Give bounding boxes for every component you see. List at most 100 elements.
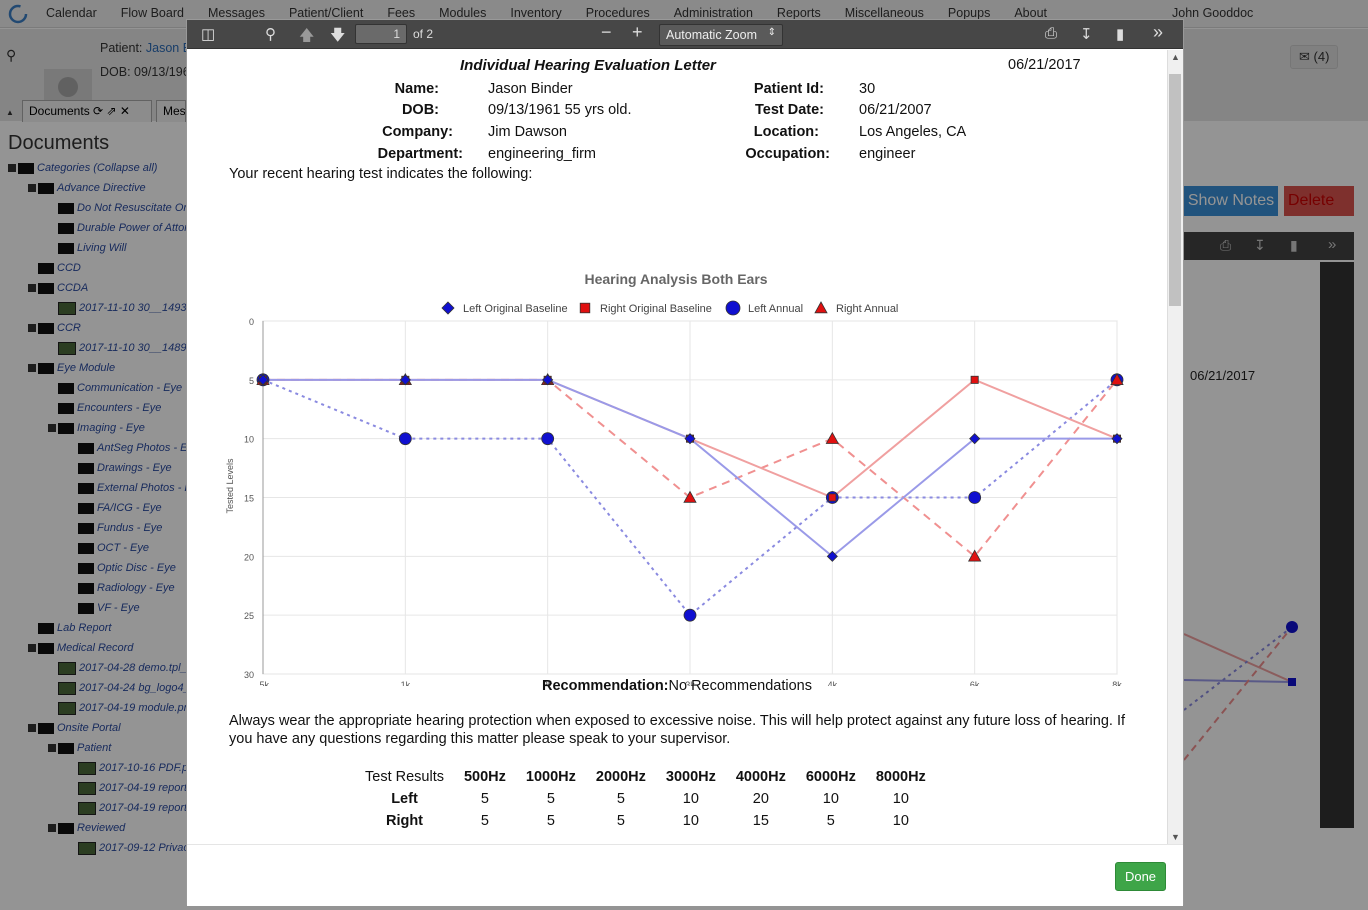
- y-axis-label: Tested Levels: [225, 458, 235, 514]
- tree-item[interactable]: Drawings - Eye: [8, 458, 186, 478]
- tree-item[interactable]: Fundus - Eye: [8, 518, 186, 538]
- tree-item[interactable]: AntSeg Photos - Eye: [8, 438, 186, 458]
- image-file-icon: [78, 761, 96, 775]
- tree-item[interactable]: 2017-11-10 30__14894: [8, 338, 186, 358]
- tree-item[interactable]: Categories (Collapse all): [8, 158, 186, 178]
- zoom-select[interactable]: Automatic Zoom ⇕: [659, 24, 783, 46]
- tree-item[interactable]: OCT - Eye: [8, 538, 186, 558]
- page-number-input[interactable]: 1: [355, 24, 407, 44]
- tree-item[interactable]: Durable Power of Attorne: [8, 218, 186, 238]
- zoom-out-icon[interactable]: −: [601, 22, 612, 42]
- print-icon-bg: ⎙: [1220, 237, 1232, 253]
- tree-item[interactable]: Radiology - Eye: [8, 578, 186, 598]
- print-icon[interactable]: ⎙: [1045, 25, 1058, 42]
- results-header-cell: 8000Hz: [875, 769, 926, 785]
- legend-label: Left Original Baseline: [463, 303, 568, 315]
- nav-item[interactable]: About: [1014, 6, 1047, 20]
- tree-item[interactable]: 2017-11-10 30__14931: [8, 298, 186, 318]
- close-tab-icon[interactable]: ✕: [119, 104, 130, 118]
- tree-item[interactable]: FA/ICG - Eye: [8, 498, 186, 518]
- expand-icon[interactable]: [28, 644, 36, 652]
- expand-icon[interactable]: [28, 184, 36, 192]
- tree-item[interactable]: Reviewed: [8, 818, 186, 838]
- tree-item[interactable]: Optic Disc - Eye: [8, 558, 186, 578]
- popout-icon[interactable]: ⇗: [106, 104, 117, 118]
- tree-item[interactable]: Do Not Resuscitate Orde: [8, 198, 186, 218]
- nav-item[interactable]: Fees: [387, 6, 416, 20]
- tree-item[interactable]: Imaging - Eye: [8, 418, 186, 438]
- scrollbar-thumb[interactable]: [1169, 74, 1181, 306]
- expand-icon[interactable]: [28, 324, 36, 332]
- expand-icon[interactable]: [28, 284, 36, 292]
- tree-item[interactable]: Medical Record: [8, 638, 186, 658]
- nav-item[interactable]: Modules: [439, 6, 487, 20]
- tree-item[interactable]: Onsite Portal: [8, 718, 186, 738]
- previous-page-icon[interactable]: 🡅: [299, 27, 315, 44]
- nav-item[interactable]: Miscellaneous: [844, 6, 924, 20]
- nav-item[interactable]: Patient/Client: [288, 6, 364, 20]
- expand-icon[interactable]: [28, 364, 36, 372]
- nav-item[interactable]: Administration: [673, 6, 753, 20]
- bookmark-icon[interactable]: ▮: [1116, 26, 1125, 43]
- show-notes-button[interactable]: Show Notes: [1184, 186, 1278, 216]
- tree-item[interactable]: VF - Eye: [8, 598, 186, 618]
- tree-item[interactable]: Living Will: [8, 238, 186, 258]
- nav-item[interactable]: Reports: [776, 6, 821, 20]
- expand-icon[interactable]: [48, 424, 56, 432]
- collapse-arrow-icon[interactable]: ▲: [6, 108, 14, 117]
- sidebar-toggle-icon[interactable]: ◫: [201, 26, 216, 43]
- tools-menu-icon[interactable]: »: [1153, 22, 1164, 42]
- refresh-icon[interactable]: ⟳: [93, 104, 104, 118]
- tree-item-label: 2017-04-28 demo.tpl_3: [79, 662, 186, 674]
- results-cell: 5: [546, 813, 555, 829]
- done-button[interactable]: Done: [1115, 862, 1166, 891]
- nav-item[interactable]: Calendar: [46, 6, 97, 20]
- patient-name-line: Patient: Jason B: [100, 41, 191, 55]
- nav-item[interactable]: Flow Board: [120, 6, 184, 20]
- patient-dob: DOB: 09/13/196: [100, 65, 190, 79]
- tree-item[interactable]: Advance Directive: [8, 178, 186, 198]
- tree-item[interactable]: 2017-04-24 bg_logo4_1: [8, 678, 186, 698]
- tree-item-label: CCDA: [57, 282, 89, 294]
- folder-icon: [58, 242, 74, 254]
- tree-item[interactable]: Eye Module: [8, 358, 186, 378]
- tree-item[interactable]: 2017-04-19 module.png: [8, 698, 186, 718]
- find-icon[interactable]: ⚲: [265, 26, 276, 43]
- tree-item[interactable]: 2017-04-19 report_: [8, 778, 186, 798]
- delete-button[interactable]: Delete: [1284, 186, 1354, 216]
- tree-item[interactable]: CCR: [8, 318, 186, 338]
- nav-item[interactable]: Procedures: [585, 6, 650, 20]
- tree-item[interactable]: 2017-09-12 Privacy: [8, 838, 186, 858]
- nav-item[interactable]: Inventory: [510, 6, 562, 20]
- download-icon[interactable]: ↧: [1080, 26, 1093, 43]
- tree-item-label: VF - Eye: [97, 602, 140, 614]
- app-logo-icon[interactable]: [8, 4, 28, 24]
- tree-item[interactable]: Communication - Eye: [8, 378, 186, 398]
- messages-button[interactable]: ✉ (4): [1290, 45, 1339, 69]
- expand-icon[interactable]: [8, 164, 16, 172]
- next-page-icon[interactable]: 🡇: [330, 27, 346, 44]
- tree-item[interactable]: Patient: [8, 738, 186, 758]
- image-file-icon: [58, 701, 76, 715]
- scroll-up-icon[interactable]: ▲: [1171, 52, 1180, 62]
- expand-icon[interactable]: [48, 824, 56, 832]
- expand-icon[interactable]: [28, 724, 36, 732]
- tree-item[interactable]: External Photos - Eye: [8, 478, 186, 498]
- tree-item[interactable]: CCD: [8, 258, 186, 278]
- scroll-down-icon[interactable]: ▼: [1171, 832, 1180, 842]
- tree-item[interactable]: 2017-10-16 PDF.pdf: [8, 758, 186, 778]
- search-icon[interactable]: ⚲: [6, 47, 17, 63]
- zoom-in-icon[interactable]: +: [632, 22, 643, 42]
- tree-item[interactable]: 2017-04-19 report_: [8, 798, 186, 818]
- tree-item[interactable]: Lab Report: [8, 618, 186, 638]
- expand-icon[interactable]: [48, 744, 56, 752]
- nav-item[interactable]: Popups: [947, 6, 991, 20]
- patient-name-link[interactable]: Jason B: [145, 41, 192, 55]
- tab-messages[interactable]: Mes: [156, 100, 186, 122]
- tab-documents[interactable]: Documents ⟳ ⇗ ✕: [22, 100, 152, 122]
- user-menu[interactable]: John Gooddoc: [1172, 6, 1254, 20]
- tree-item[interactable]: CCDA: [8, 278, 186, 298]
- tree-item[interactable]: Encounters - Eye: [8, 398, 186, 418]
- tree-item[interactable]: 2017-04-28 demo.tpl_3: [8, 658, 186, 678]
- nav-item[interactable]: Messages: [207, 6, 265, 20]
